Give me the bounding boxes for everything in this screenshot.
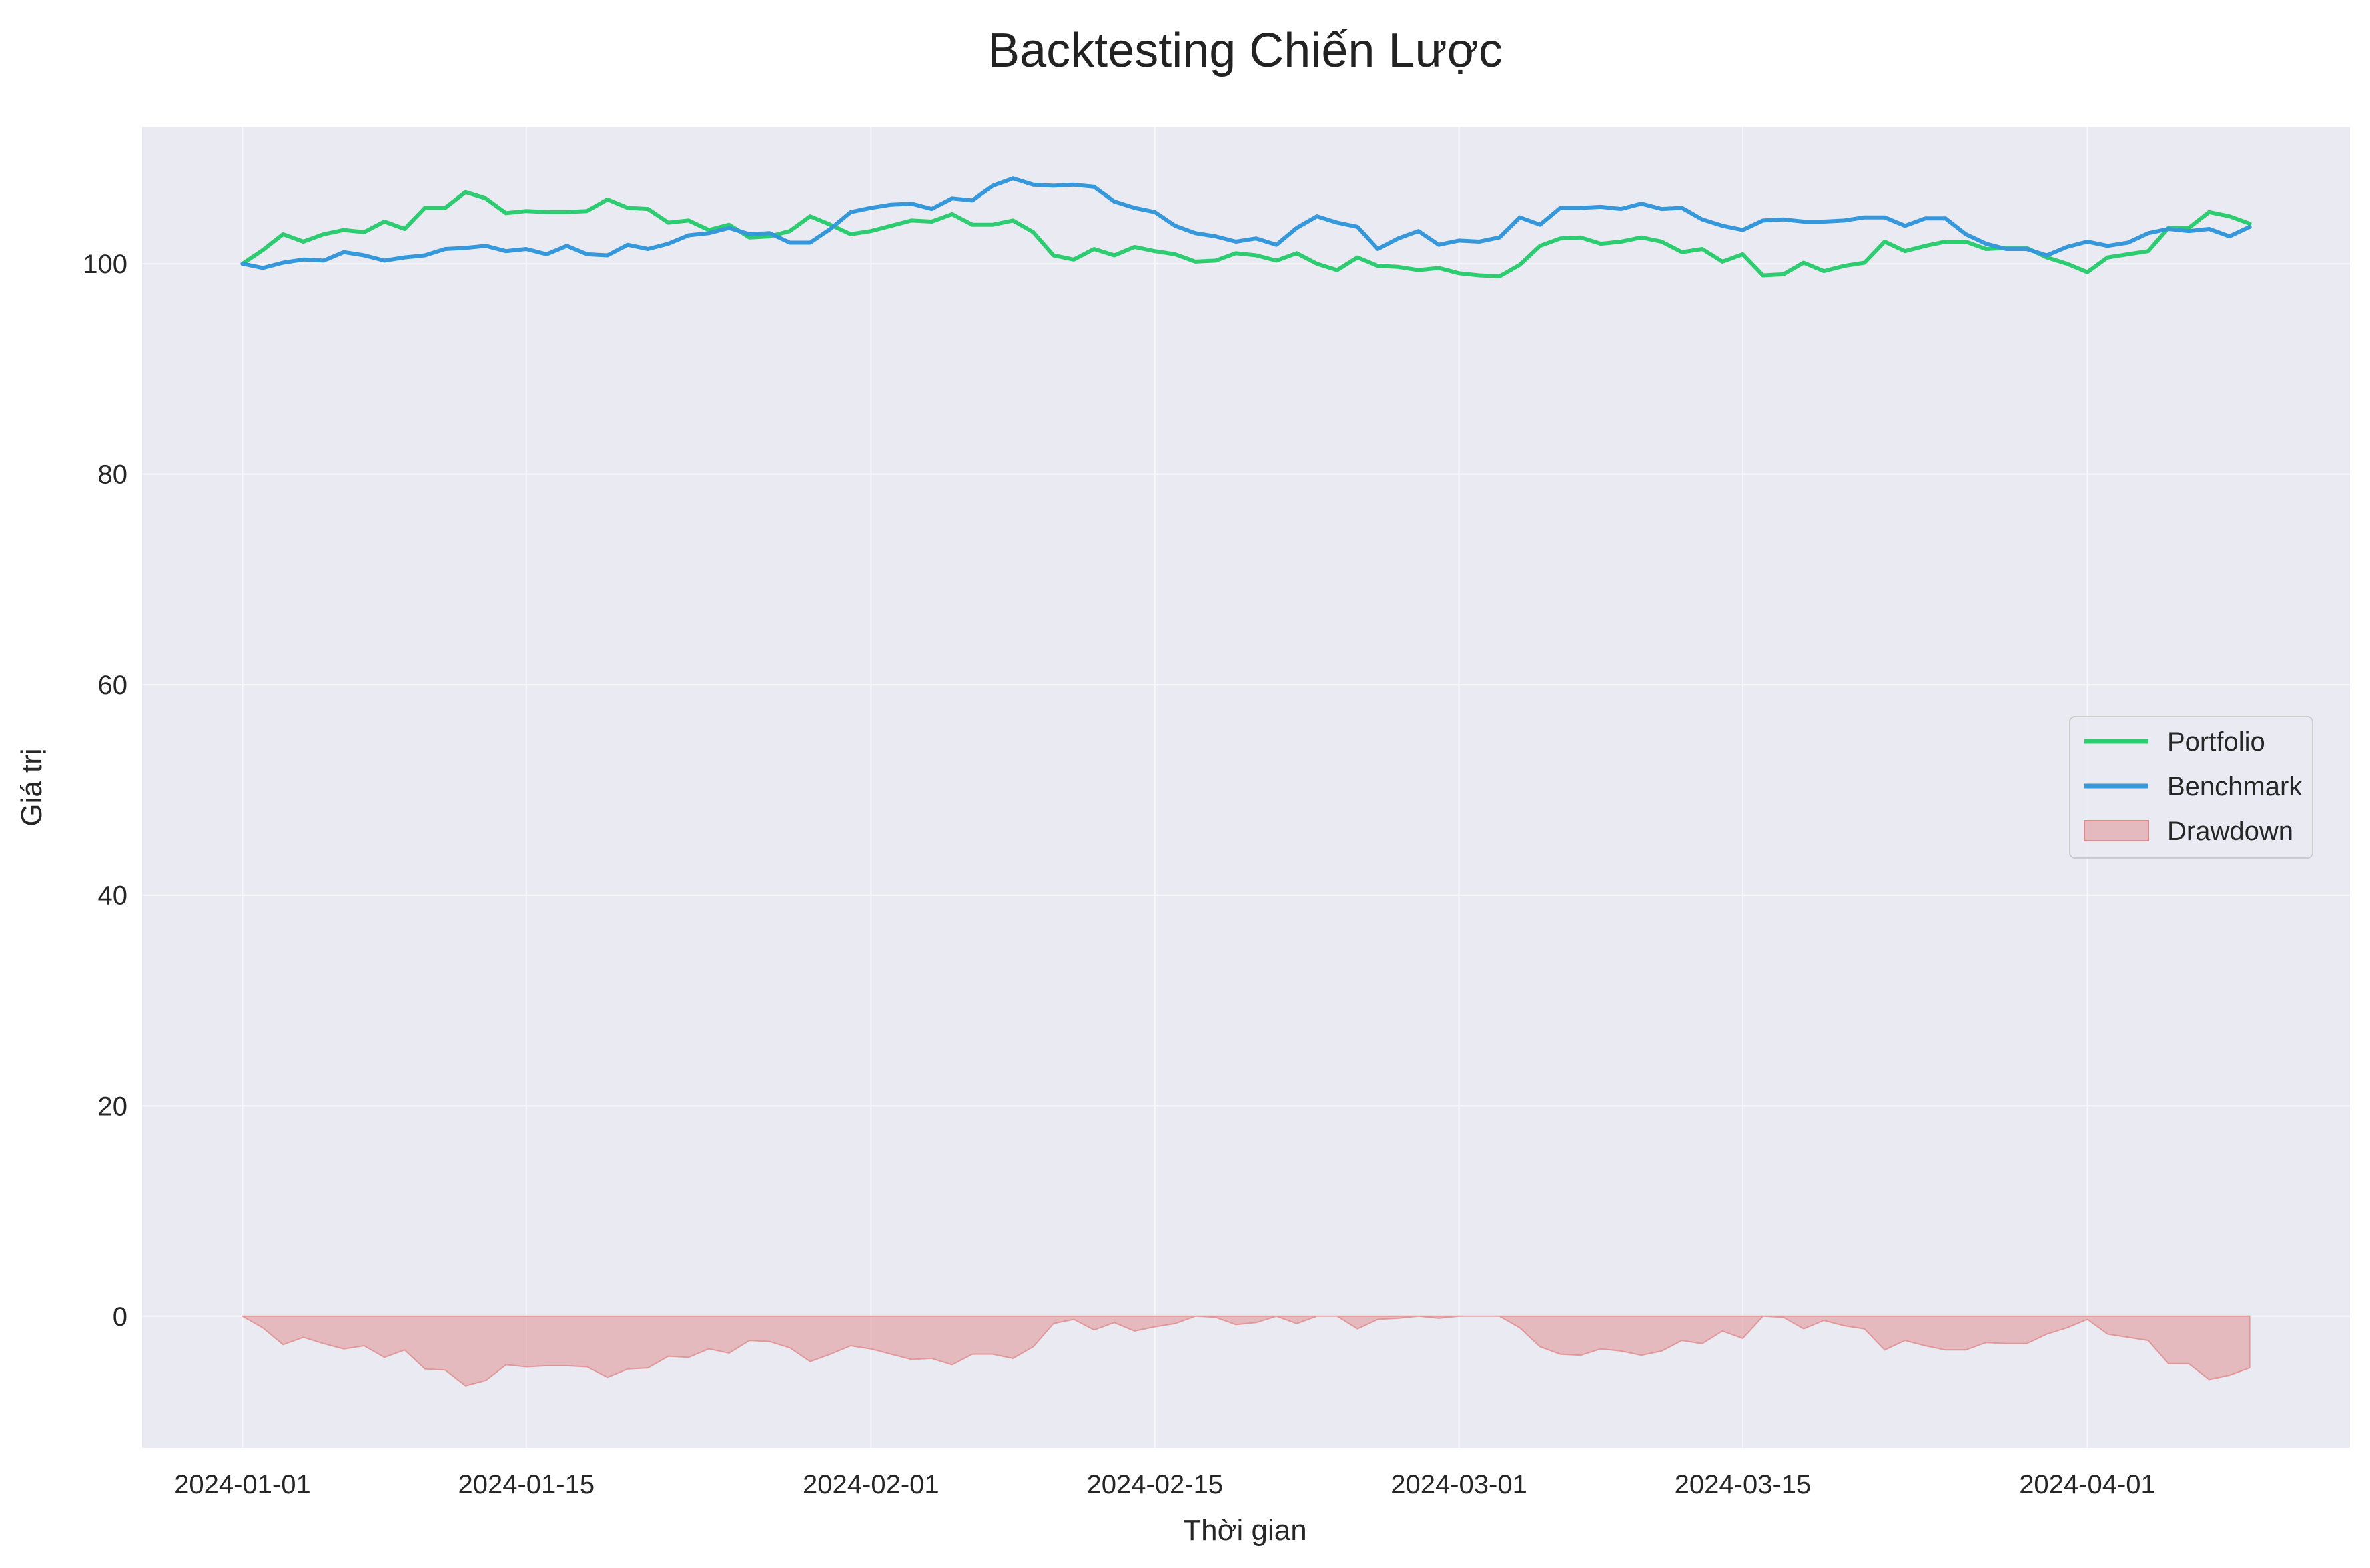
- x-tick-label: 2024-03-01: [1391, 1470, 1527, 1499]
- drawdown-area: [241, 1315, 2251, 1387]
- legend-label-drawdown: Drawdown: [2167, 817, 2293, 846]
- y-tick-label: 60: [98, 671, 128, 700]
- portfolio-line: [240, 189, 2252, 278]
- plot-area: [142, 127, 2350, 1448]
- x-tick-label: 2024-02-15: [1086, 1470, 1223, 1499]
- benchmark-line: [240, 176, 2252, 270]
- tick-layer: 0 20 40 60 80 100 2024-01-01 2024-01-15 2024-02-…: [83, 250, 2156, 1499]
- grid-layer: [142, 127, 2350, 1448]
- legend: Portfolio Benchmark Drawdown: [2069, 716, 2313, 859]
- y-tick-label: 20: [98, 1092, 128, 1121]
- legend-label-portfolio: Portfolio: [2167, 727, 2265, 757]
- x-tick-label: 2024-01-15: [458, 1470, 595, 1499]
- y-axis-label: Giá trị: [15, 748, 48, 826]
- x-tick-label: 2024-01-01: [174, 1470, 311, 1499]
- legend-label-benchmark: Benchmark: [2167, 772, 2303, 801]
- x-tick-label: 2024-03-15: [1675, 1470, 1812, 1499]
- y-tick-label: 0: [113, 1302, 127, 1332]
- y-tick-label: 40: [98, 881, 128, 911]
- legend-swatch-drawdown: [2084, 820, 2149, 841]
- chart-title: Backtesting Chiến Lược: [988, 24, 1503, 77]
- y-tick-label: 100: [83, 250, 127, 279]
- x-axis-label: Thời gian: [1183, 1514, 1306, 1547]
- y-tick-label: 80: [98, 460, 128, 490]
- x-tick-label: 2024-04-01: [2019, 1470, 2156, 1499]
- series-layer: [240, 176, 2252, 1387]
- x-tick-label: 2024-02-01: [803, 1470, 939, 1499]
